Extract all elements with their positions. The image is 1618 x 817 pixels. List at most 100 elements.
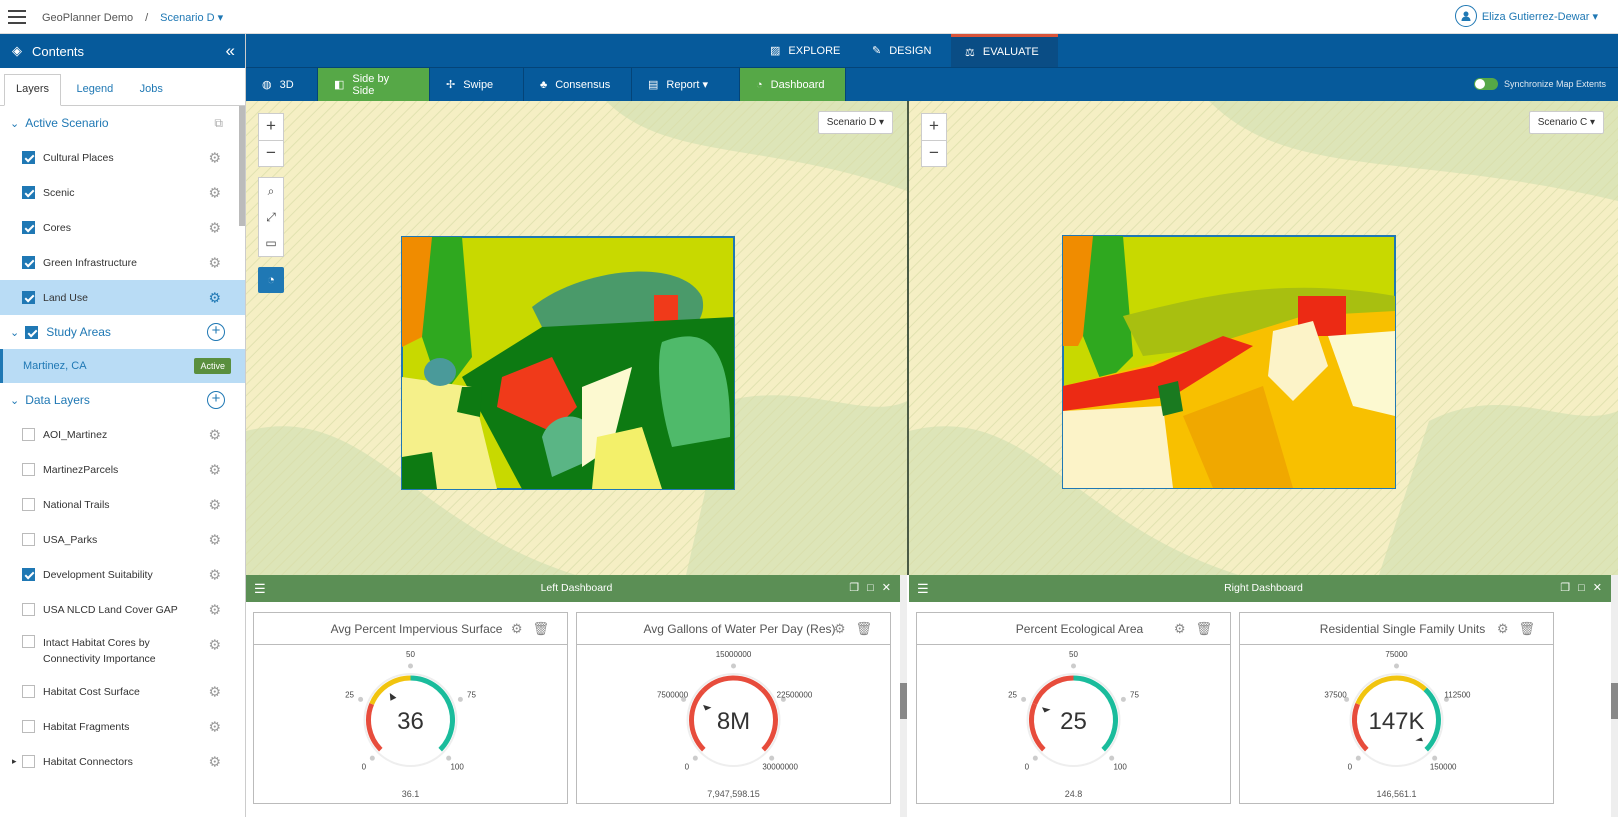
layer-item[interactable]: Habitat Fragments ⚙	[0, 709, 245, 744]
right-scenario-select[interactable]: Scenario C ▾	[1528, 111, 1604, 134]
zoom-in-button[interactable]: +	[266, 116, 276, 135]
layer-checkbox[interactable]	[22, 186, 35, 199]
zoom-in-button[interactable]: +	[929, 116, 939, 135]
left-scenario-select[interactable]: Scenario D ▾	[817, 111, 893, 134]
layer-item[interactable]: Land Use ⚙	[0, 280, 245, 315]
expand-icon[interactable]: ▸	[12, 756, 17, 766]
sync-toggle[interactable]	[1473, 78, 1498, 90]
right-map[interactable]: + − Scenario C ▾	[909, 101, 1618, 575]
zoom-out-button[interactable]: −	[259, 140, 283, 166]
layer-checkbox[interactable]	[22, 533, 35, 546]
gear-icon[interactable]: ⚙	[208, 426, 221, 442]
study-area-item[interactable]: Martinez, CA Active	[0, 349, 245, 383]
layer-item[interactable]: Development Suitability ⚙	[0, 557, 245, 592]
layer-checkbox[interactable]	[22, 720, 35, 733]
gauge-actions-icon[interactable]: ⚙🗑	[1173, 621, 1222, 636]
gauge-actions-icon[interactable]: ⚙🗑	[510, 621, 559, 636]
study-areas-checkbox[interactable]	[25, 325, 39, 339]
gear-icon[interactable]: ⚙	[208, 149, 221, 165]
layer-checkbox[interactable]	[22, 685, 35, 698]
add-layer-icon[interactable]: +	[207, 391, 225, 409]
layer-checkbox[interactable]	[22, 256, 35, 269]
layer-item[interactable]: Habitat Connectors ⚙ ▸	[0, 744, 245, 779]
layer-checkbox[interactable]	[22, 151, 35, 164]
tab-evaluate[interactable]: ⚖ EVALUATE	[951, 34, 1058, 67]
gear-icon[interactable]: ⚙	[208, 531, 221, 547]
chevron-down-icon[interactable]: ⌄	[10, 326, 20, 339]
gauge-actions-icon[interactable]: ⚙🗑	[833, 621, 882, 636]
layer-item[interactable]: Intact Habitat Cores by Connectivity Imp…	[0, 627, 245, 674]
menu-icon[interactable]	[8, 10, 26, 24]
gear-icon[interactable]: ⚙	[208, 566, 221, 582]
right-dashboard-scrollbar[interactable]	[1611, 575, 1618, 817]
sidebar-scrollbar[interactable]	[239, 106, 245, 226]
zoom-out-button[interactable]: −	[922, 140, 946, 166]
gear-icon[interactable]: ⚙	[208, 184, 221, 200]
gear-icon[interactable]: ⚙	[208, 601, 221, 617]
gauge-actions-icon[interactable]: ⚙🗑	[1496, 621, 1545, 636]
tool-report[interactable]: ▤ Report ▾	[632, 68, 740, 101]
layer-item[interactable]: USA_Parks ⚙	[0, 522, 245, 557]
panel-menu-icon[interactable]: ☰	[254, 581, 266, 596]
measure-icon[interactable]: ▭	[265, 236, 277, 250]
tab-explore[interactable]: ▨ EXPLORE	[770, 44, 841, 58]
scenario-dropdown[interactable]: Scenario D ▾	[160, 12, 224, 24]
app-name[interactable]: GeoPlanner Demo	[42, 12, 134, 24]
active-scenario-section[interactable]: ⌄ Active Scenario ⧉	[10, 115, 223, 131]
tool-side-by-side[interactable]: ◧ Side by Side	[318, 68, 430, 101]
layer-checkbox[interactable]	[22, 635, 35, 648]
search-icon[interactable]: ⌕	[267, 184, 275, 198]
left-map[interactable]: + − ⌕ ⤢ ▭ ◔ Scenario D ▾	[246, 101, 907, 575]
gear-icon[interactable]: ⚙	[208, 219, 221, 235]
layer-checkbox[interactable]	[22, 498, 35, 511]
chevron-down-icon[interactable]: ⌄	[10, 394, 20, 407]
copy-icon[interactable]: ⧉	[214, 115, 223, 130]
window-controls-icon[interactable]: ❐□✕	[1560, 582, 1610, 594]
layer-item[interactable]: USA NLCD Land Cover GAP ⚙	[0, 592, 245, 627]
layer-item[interactable]: Green Infrastructure ⚙	[0, 245, 245, 280]
study-areas-section[interactable]: ⌄ Study Areas +	[0, 315, 245, 349]
layer-item[interactable]: Cultural Places ⚙	[0, 140, 245, 175]
layer-item[interactable]: Habitat Cost Surface ⚙	[0, 674, 245, 709]
gear-icon[interactable]: ⚙	[208, 718, 221, 734]
add-study-area-icon[interactable]: +	[207, 323, 225, 341]
layer-checkbox[interactable]	[22, 221, 35, 234]
window-controls-icon[interactable]: ❐□✕	[849, 582, 899, 594]
full-extent-icon[interactable]: ⤢	[266, 210, 276, 224]
tool-swipe[interactable]: ✢ Swipe	[430, 68, 524, 101]
layer-checkbox[interactable]	[22, 603, 35, 616]
data-layers-section[interactable]: ⌄ Data Layers +	[0, 383, 245, 417]
collapse-icon[interactable]: «	[225, 41, 236, 60]
tab-layers[interactable]: Layers	[4, 74, 62, 106]
layer-item[interactable]: AOI_Martinez ⚙	[0, 417, 245, 452]
gear-icon[interactable]: ⚙	[208, 496, 221, 512]
layer-item[interactable]: MartinezParcels ⚙	[0, 452, 245, 487]
layer-item[interactable]: Scenic ⚙	[0, 175, 245, 210]
gear-icon[interactable]: ⚙	[208, 683, 221, 699]
gear-icon[interactable]: ⚙	[208, 461, 221, 477]
user-menu[interactable]: Eliza Gutierrez-Dewar ▾	[1454, 5, 1598, 27]
map-divider[interactable]	[907, 101, 909, 575]
tool-3d[interactable]: ◍ 3D	[246, 68, 318, 101]
layer-item[interactable]: Cores ⚙	[0, 210, 245, 245]
layer-checkbox[interactable]	[22, 291, 35, 304]
tab-legend[interactable]: Legend	[76, 83, 114, 95]
layer-checkbox[interactable]	[22, 463, 35, 476]
layer-checkbox[interactable]	[22, 428, 35, 441]
dashboard-toggle-icon[interactable]: ◔	[258, 267, 284, 293]
gear-icon[interactable]: ⚙	[208, 636, 221, 653]
panel-menu-icon[interactable]: ☰	[917, 581, 929, 596]
gear-icon[interactable]: ⚙	[208, 254, 221, 270]
gear-icon[interactable]: ⚙	[208, 289, 221, 305]
layer-checkbox[interactable]	[22, 568, 35, 581]
tool-dashboard[interactable]: ◔ Dashboard	[740, 68, 846, 101]
left-dashboard-scrollbar[interactable]	[900, 575, 907, 817]
sync-extents[interactable]: Synchronize Map Extents	[1473, 78, 1606, 90]
layer-checkbox[interactable]	[22, 755, 35, 768]
gear-icon[interactable]: ⚙	[208, 753, 221, 769]
tab-design[interactable]: ✎ DESIGN	[872, 44, 932, 58]
layer-item[interactable]: National Trails ⚙	[0, 487, 245, 522]
chevron-down-icon[interactable]: ⌄	[10, 117, 20, 130]
tab-jobs[interactable]: Jobs	[139, 83, 163, 95]
tool-consensus[interactable]: ♣ Consensus	[524, 68, 632, 101]
